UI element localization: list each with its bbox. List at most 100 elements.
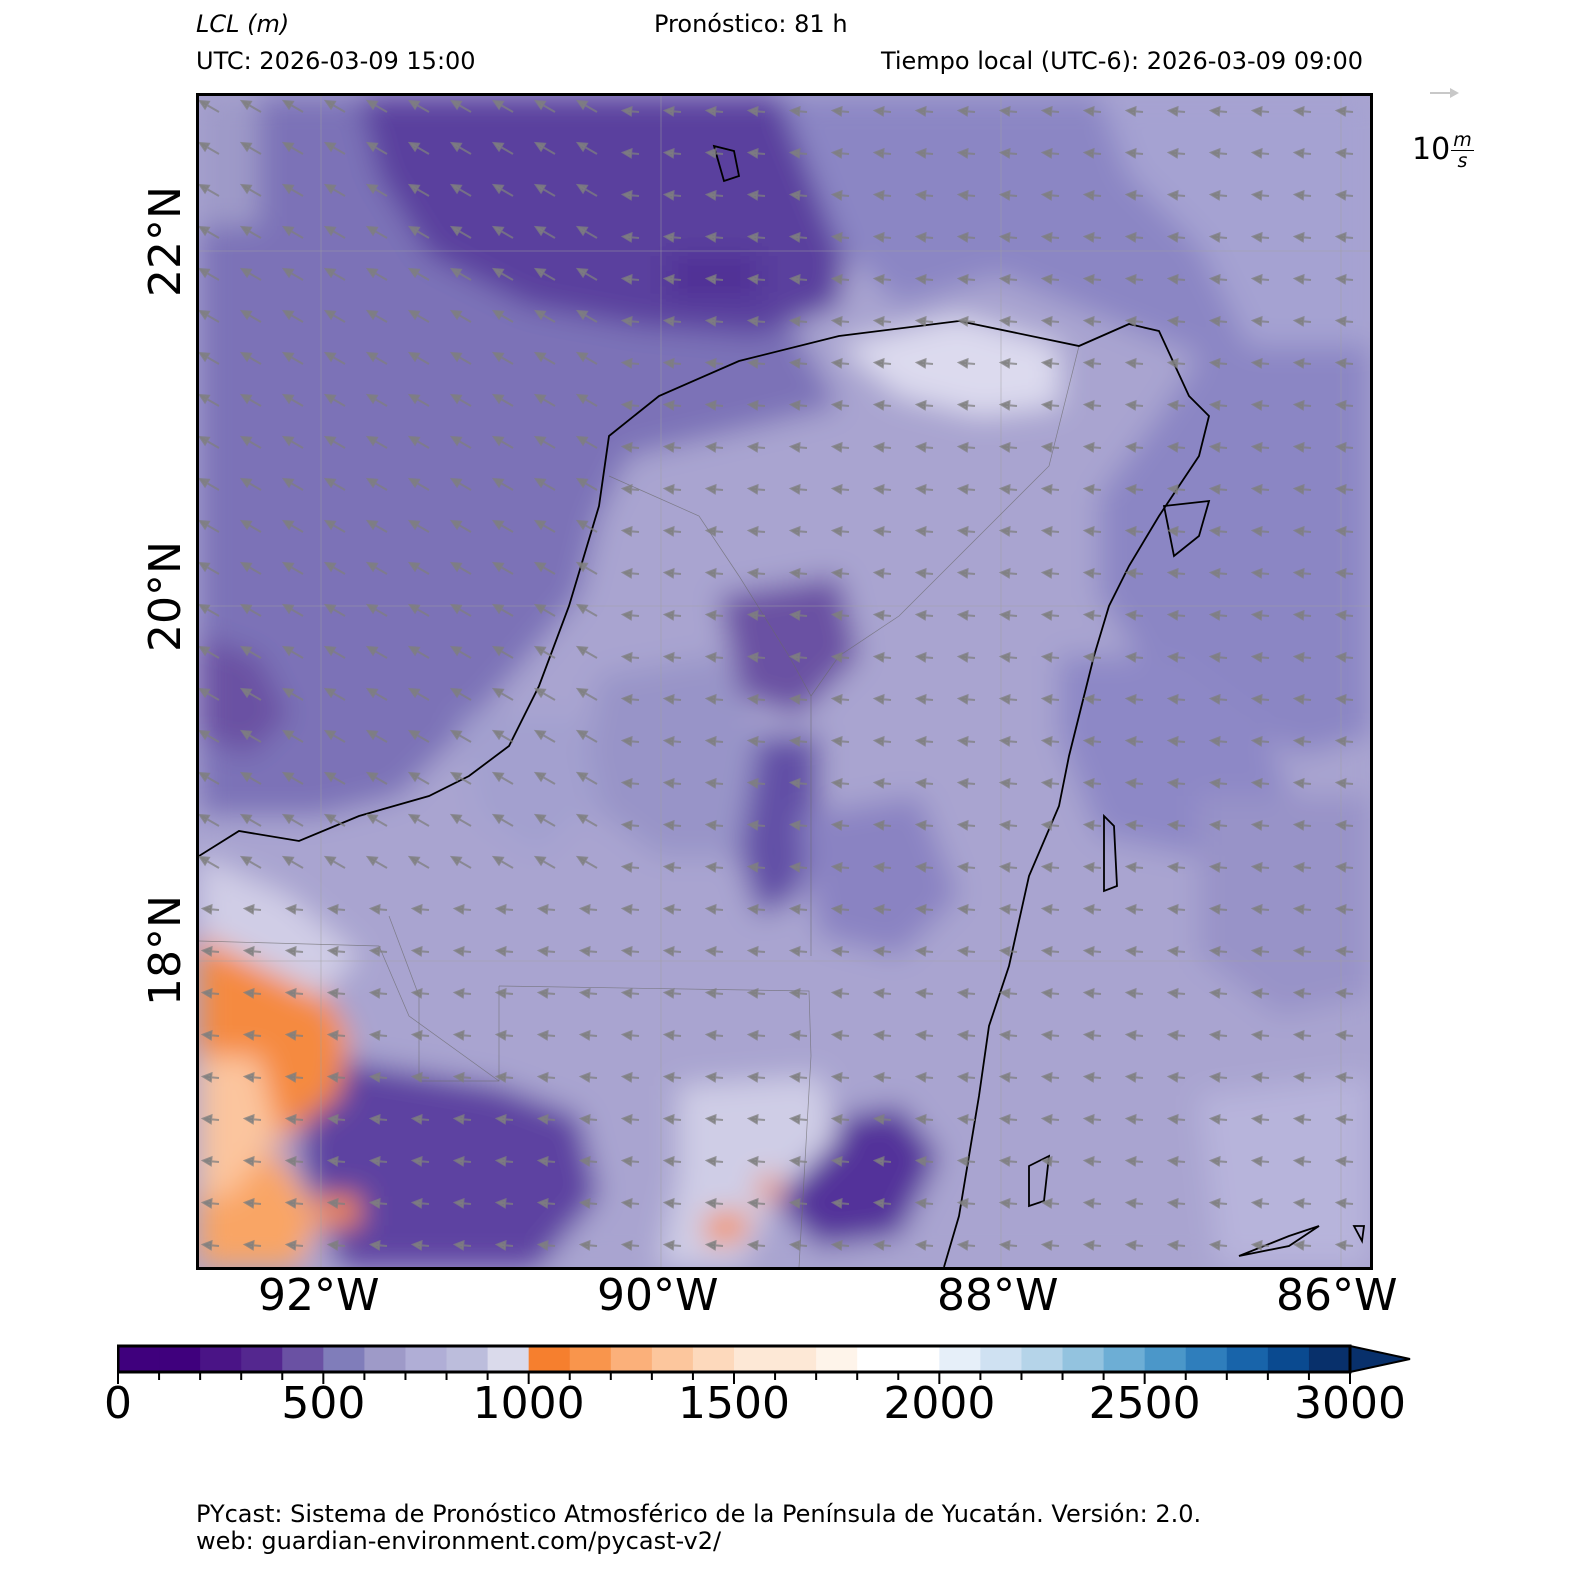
- wind-arrow: [491, 141, 514, 155]
- wind-arrow: [1040, 315, 1060, 327]
- wind-arrow: [242, 1155, 262, 1167]
- wind-arrow: [914, 819, 934, 831]
- wind-arrow: [1040, 1155, 1060, 1167]
- wind-arrow: [872, 483, 892, 495]
- wind-arrow: [662, 441, 682, 453]
- wind-arrow: [704, 1071, 724, 1083]
- wind-unit-num: m: [1451, 129, 1474, 151]
- wind-arrow: [1208, 861, 1228, 873]
- wind-arrow: [491, 813, 514, 827]
- wind-arrow: [1124, 777, 1144, 789]
- wind-arrow: [662, 651, 682, 663]
- wind-arrow: [1166, 567, 1186, 579]
- wind-arrow: [998, 819, 1018, 831]
- wind-arrow: [1124, 1155, 1144, 1167]
- wind-arrow: [620, 1029, 640, 1041]
- wind-arrow: [1208, 693, 1228, 705]
- wind-arrow: [746, 189, 766, 201]
- wind-arrow: [1250, 945, 1270, 957]
- wind-arrow: [1082, 315, 1102, 327]
- wind-arrow: [239, 183, 262, 197]
- wind-arrow: [662, 147, 682, 159]
- colorbar-tick-label: 3000: [1294, 1378, 1406, 1429]
- wind-arrow: [746, 147, 766, 159]
- wind-arrow: [914, 105, 934, 117]
- wind-arrow: [1082, 1113, 1102, 1125]
- wind-arrow: [830, 1239, 850, 1251]
- wind-arrow: [533, 729, 556, 743]
- wind-arrow: [914, 987, 934, 999]
- wind-arrow: [1166, 693, 1186, 705]
- wind-arrow: [1124, 819, 1144, 831]
- wind-arrow: [1250, 567, 1270, 579]
- wind-arrow: [452, 945, 472, 957]
- wind-arrow: [239, 351, 262, 365]
- wind-arrow: [620, 819, 640, 831]
- wind-arrow: [788, 735, 808, 747]
- wind-arrow: [830, 945, 850, 957]
- wind-arrow: [914, 609, 934, 621]
- colorbar-segment: [1103, 1346, 1146, 1372]
- wind-arrow: [704, 399, 724, 411]
- wind-arrow: [449, 645, 472, 659]
- wind-arrow: [662, 1029, 682, 1041]
- wind-arrow: [788, 693, 808, 705]
- wind-arrow: [281, 309, 304, 323]
- wind-arrow: [1082, 651, 1102, 663]
- wind-arrow: [872, 567, 892, 579]
- wind-arrow: [365, 351, 388, 365]
- graticule: [199, 96, 1370, 1267]
- wind-arrow: [1082, 231, 1102, 243]
- wind-arrow: [1082, 1029, 1102, 1041]
- wind-arrow: [1040, 1197, 1060, 1209]
- wind-arrow: [1208, 567, 1228, 579]
- wind-arrow: [1208, 105, 1228, 117]
- wind-arrow: [1250, 819, 1270, 831]
- wind-arrow: [533, 477, 556, 491]
- wind-arrow: [998, 315, 1018, 327]
- wind-arrow: [662, 1197, 682, 1209]
- wind-arrow: [1082, 525, 1102, 537]
- wind-arrow: [788, 1071, 808, 1083]
- wind-arrow: [956, 147, 976, 159]
- wind-arrow: [1292, 441, 1312, 453]
- wind-arrow: [407, 309, 430, 323]
- wind-arrow: [872, 651, 892, 663]
- wind-arrow: [1082, 441, 1102, 453]
- wind-arrow: [199, 351, 220, 365]
- wind-arrow: [1250, 441, 1270, 453]
- wind-arrow: [449, 99, 472, 113]
- wind-arrow: [914, 861, 934, 873]
- wind-arrow: [1166, 399, 1186, 411]
- wind-arrow: [1082, 147, 1102, 159]
- wind-arrow: [872, 903, 892, 915]
- wind-arrow: [1040, 357, 1060, 369]
- wind-arrow: [1124, 945, 1144, 957]
- wind-arrow: [368, 945, 388, 957]
- wind-arrow: [788, 609, 808, 621]
- wind-arrow: [788, 651, 808, 663]
- wind-arrow: [1124, 567, 1144, 579]
- wind-arrow: [872, 399, 892, 411]
- colorbar-segment: [1021, 1346, 1064, 1372]
- wind-arrow: [368, 1029, 388, 1041]
- wind-arrow: [1208, 1071, 1228, 1083]
- wind-arrow: [620, 315, 640, 327]
- wind-arrow: [1124, 525, 1144, 537]
- wind-arrow: [575, 267, 598, 281]
- wind-arrow: [704, 483, 724, 495]
- wind-arrow: [746, 1155, 766, 1167]
- wind-arrow: [199, 477, 220, 491]
- wind-arrow: [323, 771, 346, 785]
- wind-arrow: [914, 1197, 934, 1209]
- wind-arrow: [956, 777, 976, 789]
- wind-arrow: [326, 1197, 346, 1209]
- utc-time: UTC: 2026-03-09 15:00: [196, 47, 476, 75]
- wind-arrow: [872, 1071, 892, 1083]
- wind-arrow: [491, 225, 514, 239]
- wind-arrow: [452, 1197, 472, 1209]
- wind-arrow: [365, 855, 388, 869]
- wind-arrow: [281, 519, 304, 533]
- wind-arrow: [746, 567, 766, 579]
- wind-arrow: [1166, 315, 1186, 327]
